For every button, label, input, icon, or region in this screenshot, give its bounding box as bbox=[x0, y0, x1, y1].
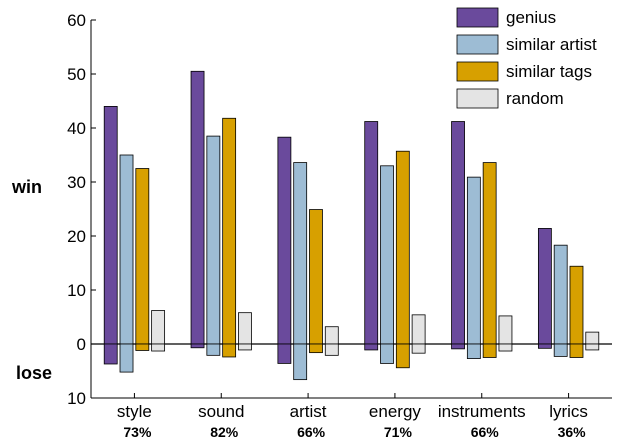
bar-similar-tags-energy-win bbox=[395, 150, 410, 345]
bar-similar-artist-sound-lose bbox=[206, 343, 221, 356]
chart-labels: 60 50 40 30 20 10 0 10 win lose style 73% sound 82% ar… bbox=[11, 11, 588, 440]
y-tick-label: 40 bbox=[67, 119, 86, 138]
bar-genius-energy-lose bbox=[364, 343, 379, 351]
y-tick-label: 0 bbox=[77, 335, 86, 354]
bar-genius-lyrics-win bbox=[537, 228, 552, 345]
bar-similar-tags-artist-lose bbox=[309, 343, 323, 354]
bar-similar-tags-energy-lose bbox=[395, 343, 410, 369]
category-label: lyrics bbox=[549, 402, 588, 421]
bar-genius-style-win bbox=[103, 106, 118, 345]
y-tick-label: 30 bbox=[67, 173, 86, 192]
bar-random-artist-lose bbox=[324, 343, 339, 356]
category-label: sound bbox=[198, 402, 244, 421]
y-tick-label: 10 bbox=[67, 281, 86, 300]
bar-random-lyrics-win bbox=[585, 331, 600, 345]
category-percentage: 66% bbox=[297, 424, 326, 440]
bar-similar-artist-instruments-win bbox=[466, 176, 481, 345]
bar-random-energy-win bbox=[411, 314, 426, 345]
bar-similar-tags-style-win bbox=[135, 168, 150, 345]
category-percentage: 73% bbox=[123, 424, 152, 440]
bar-similar-tags-style-lose bbox=[135, 343, 150, 351]
category-label: energy bbox=[369, 402, 421, 421]
y-tick-label: 60 bbox=[67, 11, 86, 30]
bar-random-sound-lose bbox=[238, 343, 252, 351]
legend-label: genius bbox=[506, 8, 556, 27]
chart-axes bbox=[90, 19, 612, 399]
bar-random-artist-win bbox=[324, 326, 339, 345]
category-label: instruments bbox=[438, 402, 526, 421]
bar-genius-lyrics-lose bbox=[537, 343, 552, 349]
bar-similar-artist-artist-lose bbox=[293, 343, 308, 381]
y-tick-label: 10 bbox=[67, 389, 86, 408]
chart-legend: genius similar artist similar tags random bbox=[456, 7, 597, 109]
bar-genius-energy-win bbox=[364, 121, 379, 345]
bar-similar-artist-lyrics-lose bbox=[553, 343, 568, 357]
bar-genius-artist-win bbox=[277, 136, 292, 345]
bar-random-lyrics-lose bbox=[585, 343, 600, 351]
bar-genius-sound-win bbox=[190, 70, 205, 345]
bar-genius-instruments-win bbox=[451, 121, 465, 345]
category-percentage: 66% bbox=[471, 424, 500, 440]
legend-label: similar tags bbox=[506, 62, 592, 81]
bar-similar-tags-sound-lose bbox=[222, 343, 237, 358]
y-tick-label: 20 bbox=[67, 227, 86, 246]
bar-genius-instruments-lose bbox=[451, 343, 465, 350]
win-label: win bbox=[11, 177, 42, 197]
bar-similar-artist-energy-win bbox=[380, 165, 394, 345]
bar-random-energy-lose bbox=[411, 343, 426, 354]
legend-label: similar artist bbox=[506, 35, 597, 54]
bar-similar-artist-energy-lose bbox=[380, 343, 394, 364]
category-percentage: 36% bbox=[558, 424, 587, 440]
bar-similar-tags-instruments-win bbox=[482, 162, 497, 345]
bar-similar-artist-sound-win bbox=[206, 135, 221, 345]
bar-genius-style-lose bbox=[103, 343, 118, 365]
lose-label: lose bbox=[16, 363, 52, 383]
bar-similar-artist-instruments-lose bbox=[466, 343, 481, 359]
legend-swatch bbox=[456, 61, 499, 82]
bar-random-instruments-win bbox=[498, 315, 513, 345]
bar-similar-artist-artist-win bbox=[293, 162, 308, 345]
bar-similar-artist-lyrics-win bbox=[553, 244, 568, 345]
bar-random-style-win bbox=[151, 310, 166, 345]
category-percentage: 71% bbox=[384, 424, 413, 440]
bar-similar-tags-sound-win bbox=[222, 117, 237, 345]
legend-swatch bbox=[456, 34, 499, 55]
bar-similar-tags-instruments-lose bbox=[482, 343, 497, 358]
bar-similar-tags-lyrics-win bbox=[569, 265, 584, 345]
bar-random-instruments-lose bbox=[498, 343, 513, 352]
bar-random-style-lose bbox=[151, 343, 166, 352]
y-tick-label: 50 bbox=[67, 65, 86, 84]
bar-similar-tags-artist-win bbox=[309, 209, 323, 345]
bar-random-sound-win bbox=[238, 312, 252, 345]
bar-similar-artist-style-win bbox=[119, 154, 134, 345]
bar-similar-artist-style-lose bbox=[119, 343, 134, 373]
category-label: artist bbox=[290, 402, 327, 421]
category-label: style bbox=[117, 402, 152, 421]
legend-swatch bbox=[456, 7, 499, 28]
chart-bars bbox=[103, 70, 600, 381]
bar-genius-artist-lose bbox=[277, 343, 292, 364]
bar-similar-tags-lyrics-lose bbox=[569, 343, 584, 358]
category-percentage: 82% bbox=[210, 424, 239, 440]
legend-swatch bbox=[456, 88, 499, 109]
legend-label: random bbox=[506, 89, 564, 108]
bar-genius-sound-lose bbox=[190, 343, 205, 349]
